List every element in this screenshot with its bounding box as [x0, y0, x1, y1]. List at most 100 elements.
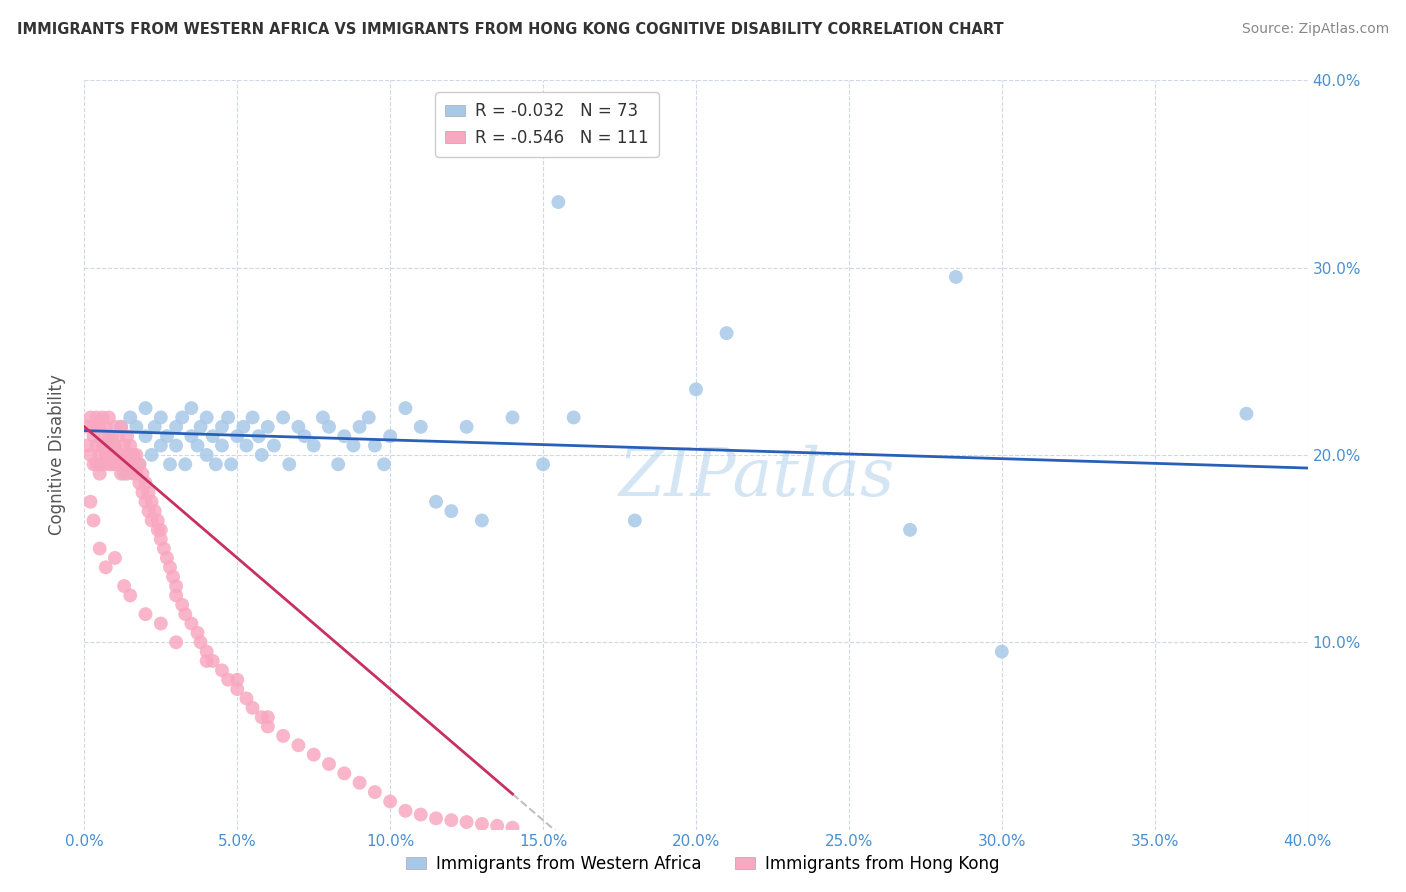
Point [107, 429, 129, 443]
Point [180, 616, 202, 631]
Point [91, 410, 114, 425]
Point [211, 664, 233, 678]
Point [195, 644, 218, 658]
Point [76, 420, 98, 434]
Point [79, 448, 101, 462]
Point [250, 710, 273, 724]
Point [486, 819, 509, 833]
Point [1236, 407, 1258, 421]
Legend: R = -0.032   N = 73, R = -0.546   N = 111: R = -0.032 N = 73, R = -0.546 N = 111 [436, 93, 659, 157]
Point [226, 429, 249, 443]
Point [159, 457, 181, 471]
Point [91, 439, 114, 453]
Point [86, 457, 108, 471]
Point [186, 439, 208, 453]
Point [624, 514, 647, 528]
Point [271, 729, 294, 743]
Point [83, 457, 105, 471]
Point [165, 420, 187, 434]
Point [135, 494, 157, 508]
Point [89, 457, 111, 471]
Point [135, 401, 157, 416]
Y-axis label: Cognitive Disability: Cognitive Disability [48, 375, 66, 535]
Point [502, 410, 524, 425]
Point [174, 457, 197, 471]
Point [101, 457, 124, 471]
Point [110, 420, 132, 434]
Point [380, 795, 402, 809]
Point [153, 541, 176, 556]
Point [394, 804, 416, 818]
Point [409, 420, 432, 434]
Point [174, 607, 197, 621]
Point [128, 457, 150, 471]
Point [83, 514, 105, 528]
Point [180, 401, 202, 416]
Legend: Immigrants from Western Africa, Immigrants from Hong Kong: Immigrants from Western Africa, Immigran… [399, 848, 1007, 880]
Point [349, 420, 371, 434]
Point [531, 457, 554, 471]
Point [120, 439, 142, 453]
Point [120, 589, 142, 603]
Point [97, 429, 120, 443]
Point [125, 467, 148, 481]
Point [110, 467, 132, 481]
Point [271, 410, 294, 425]
Point [97, 410, 120, 425]
Point [89, 467, 111, 481]
Point [135, 429, 157, 443]
Point [373, 457, 395, 471]
Point [156, 429, 179, 443]
Point [263, 439, 285, 453]
Point [149, 616, 172, 631]
Point [128, 476, 150, 491]
Point [318, 420, 340, 434]
Point [112, 439, 135, 453]
Point [364, 439, 387, 453]
Point [547, 194, 569, 209]
Point [128, 457, 150, 471]
Point [357, 410, 380, 425]
Point [165, 579, 187, 593]
Point [217, 410, 239, 425]
Point [235, 439, 257, 453]
Point [287, 420, 309, 434]
Point [86, 410, 108, 425]
Point [89, 420, 111, 434]
Point [342, 439, 364, 453]
Point [104, 420, 127, 434]
Point [91, 457, 114, 471]
Point [471, 514, 494, 528]
Point [380, 429, 402, 443]
Point [195, 410, 218, 425]
Point [159, 560, 181, 574]
Point [226, 682, 249, 697]
Point [79, 410, 101, 425]
Point [94, 560, 117, 574]
Point [190, 420, 212, 434]
Point [131, 467, 153, 481]
Point [101, 448, 124, 462]
Point [172, 410, 194, 425]
Point [211, 439, 233, 453]
Point [219, 457, 242, 471]
Point [302, 747, 325, 762]
Point [716, 326, 738, 340]
Point [440, 814, 463, 828]
Point [86, 439, 108, 453]
Point [217, 673, 239, 687]
Point [257, 710, 280, 724]
Point [115, 467, 138, 481]
Point [201, 429, 224, 443]
Point [991, 644, 1014, 658]
Point [143, 504, 166, 518]
Point [76, 439, 98, 453]
Point [201, 654, 224, 668]
Point [250, 448, 273, 462]
Point [186, 626, 208, 640]
Point [104, 439, 127, 453]
Point [112, 467, 135, 481]
Point [242, 701, 264, 715]
Point [409, 807, 432, 822]
Point [125, 448, 148, 462]
